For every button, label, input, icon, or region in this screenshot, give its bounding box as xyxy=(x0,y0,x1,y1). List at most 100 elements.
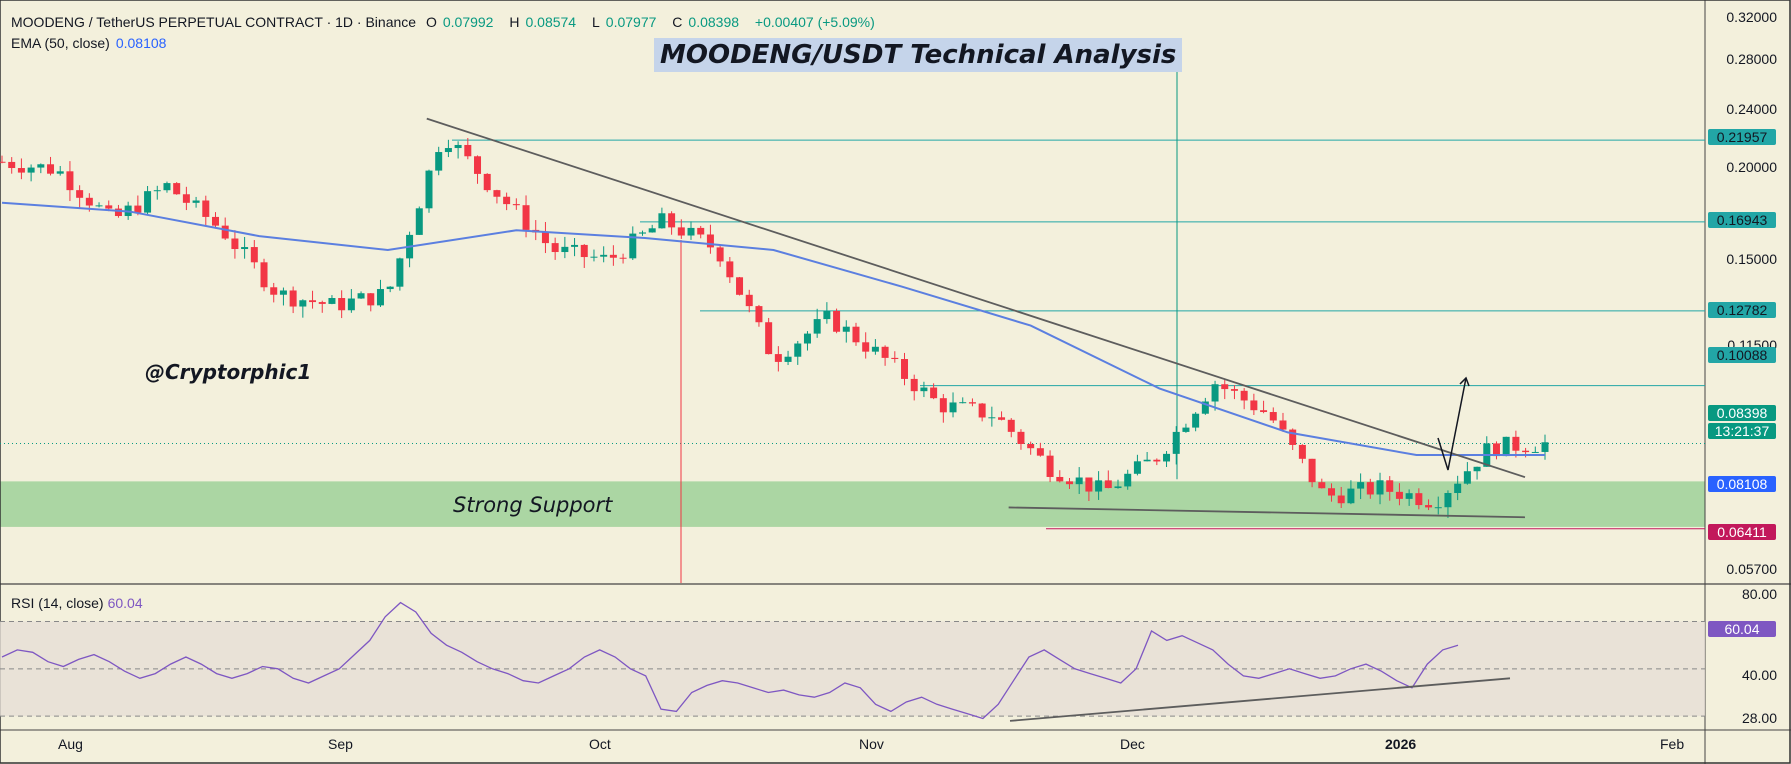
candle-body xyxy=(444,148,452,153)
symbol-label: MOODENG / TetherUS PERPETUAL CONTRACT · … xyxy=(11,14,417,30)
close-value: 0.08398 xyxy=(688,14,740,30)
candle-body xyxy=(474,156,482,174)
candle-body xyxy=(231,238,239,250)
candle-body xyxy=(435,152,443,171)
rsi-band xyxy=(0,621,1705,717)
candle-body xyxy=(1221,384,1229,390)
candle-body xyxy=(1027,443,1035,449)
candle-body xyxy=(1250,400,1258,411)
candle-body xyxy=(1512,436,1520,451)
candle-body xyxy=(784,356,792,362)
y-tick-label: 0.28000 xyxy=(1726,51,1777,67)
rsi-value: 60.04 xyxy=(107,595,143,611)
candle-body xyxy=(871,346,879,352)
candle-body xyxy=(590,256,598,258)
candle-body xyxy=(571,244,579,247)
candle-body xyxy=(765,322,773,355)
candle-body xyxy=(949,402,957,413)
candle-body xyxy=(47,164,55,174)
candle-body xyxy=(1308,458,1316,483)
candle-body xyxy=(1085,477,1093,492)
level-tag-0.10088: 0.10088 xyxy=(1708,347,1776,363)
candle-body xyxy=(76,190,84,198)
candle-body xyxy=(1104,480,1112,489)
countdown-tag: 13:21:37 xyxy=(1708,423,1776,439)
candle-body xyxy=(901,359,909,379)
candle-body xyxy=(221,225,229,239)
x-tick-label: Nov xyxy=(859,736,884,752)
open-label: O xyxy=(425,14,437,30)
rsi-label: RSI (14, close) xyxy=(11,595,104,611)
x-tick-label: 2026 xyxy=(1385,736,1417,752)
x-tick-label: Aug xyxy=(58,736,83,752)
candle-body xyxy=(1017,431,1025,444)
candle-body xyxy=(561,246,569,253)
candle-body xyxy=(677,227,685,236)
x-tick-label: Sep xyxy=(328,736,353,752)
candle-body xyxy=(56,171,64,174)
candle-body xyxy=(1230,389,1238,391)
candle-body xyxy=(1163,453,1171,462)
candle-body xyxy=(279,290,287,295)
candle-body xyxy=(503,196,511,205)
candle-body xyxy=(1492,443,1500,457)
candle-body xyxy=(144,191,152,213)
candle-body xyxy=(1075,477,1083,485)
candle-body xyxy=(551,243,559,253)
candle-body xyxy=(1328,488,1336,496)
candle-body xyxy=(823,310,831,320)
candle-body xyxy=(1463,471,1471,484)
candle-body xyxy=(241,247,249,250)
y-tick-label: 0.24000 xyxy=(1726,101,1777,117)
candle-body xyxy=(1153,459,1161,462)
candle-body xyxy=(1046,455,1054,477)
candle-body xyxy=(1007,419,1015,432)
candle-body xyxy=(512,204,520,206)
candle-body xyxy=(609,254,617,258)
support-zone-label: Strong Support xyxy=(453,493,613,517)
level-tag-0.21957: 0.21957 xyxy=(1708,129,1776,145)
candle-body xyxy=(1395,491,1403,499)
low-label: L xyxy=(591,14,600,30)
level-tag-0.16943: 0.16943 xyxy=(1708,212,1776,228)
candle-body xyxy=(1201,401,1209,414)
candle-body xyxy=(1279,420,1287,430)
high-label: H xyxy=(509,14,520,30)
candle-body xyxy=(1386,480,1394,492)
rsi-tick-label: 28.00 xyxy=(1741,710,1777,726)
candle-body xyxy=(629,233,637,259)
candle-body xyxy=(706,234,714,248)
candle-body xyxy=(328,298,336,304)
candle-body xyxy=(1260,410,1268,413)
candle-body xyxy=(1298,444,1306,459)
candle-body xyxy=(1289,429,1297,445)
candle-body xyxy=(415,208,423,235)
ema-line xyxy=(1,201,1545,456)
change-value: +0.00407 (+5.09%) xyxy=(754,14,875,30)
candle-body xyxy=(250,247,258,263)
high-value: 0.08574 xyxy=(525,14,577,30)
candle-body xyxy=(1522,450,1530,453)
y-tick-label: 0.05700 xyxy=(1726,561,1777,577)
candle-body xyxy=(842,326,850,332)
candle-body xyxy=(687,227,695,236)
candle-body xyxy=(260,262,268,288)
candle-body xyxy=(862,342,870,352)
candle-body xyxy=(1444,493,1452,508)
candle-body xyxy=(173,183,181,195)
candle-body xyxy=(638,232,646,234)
candle-body xyxy=(289,290,297,307)
candle-body xyxy=(852,326,860,343)
candle-body xyxy=(648,228,656,233)
candle-body xyxy=(891,357,899,360)
candle-body xyxy=(1415,493,1423,506)
candle-body xyxy=(182,194,190,203)
candle-body xyxy=(1531,451,1539,453)
ema-label: EMA (50, close) xyxy=(11,35,110,51)
candle-body xyxy=(1366,482,1374,495)
candle-body xyxy=(1357,482,1365,489)
candle-body xyxy=(1182,427,1190,432)
candle-body xyxy=(1211,384,1219,402)
candle-body xyxy=(270,287,278,295)
